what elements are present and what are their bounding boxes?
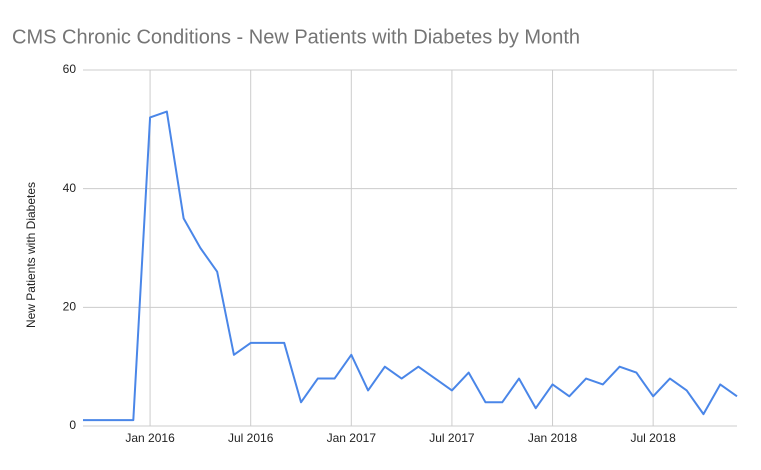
x-tick-label: Jul 2017	[429, 431, 475, 445]
x-tick-label: Jan 2017	[327, 431, 377, 445]
x-tick-label: Jan 2016	[125, 431, 175, 445]
y-axis-label: New Patients with Diabetes	[24, 182, 38, 328]
y-tick-label: 20	[63, 300, 77, 314]
x-tick-label: Jul 2018	[630, 431, 676, 445]
y-tick-label: 40	[63, 181, 77, 195]
y-tick-label: 0	[69, 418, 76, 432]
y-tick-label: 60	[63, 62, 77, 76]
x-tick-label: Jan 2018	[528, 431, 578, 445]
x-tick-label: Jul 2016	[228, 431, 274, 445]
data-line	[83, 110, 738, 422]
chart-title: CMS Chronic Conditions - New Patients wi…	[12, 26, 580, 48]
